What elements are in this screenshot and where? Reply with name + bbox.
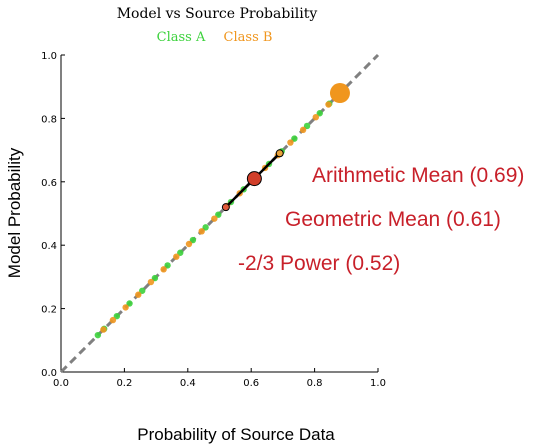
data-point — [185, 240, 193, 248]
data-point — [211, 215, 218, 222]
data-point — [109, 316, 117, 324]
mean-marker — [221, 203, 230, 212]
data-point — [164, 262, 171, 269]
y-tick-label: 0.0 — [41, 368, 57, 379]
data-point — [202, 224, 209, 231]
x-tick-label: 0.4 — [180, 378, 196, 389]
data-point — [147, 278, 155, 286]
data-point — [100, 326, 107, 333]
plot-frame — [60, 55, 378, 373]
data-point — [177, 249, 184, 256]
annotation-arithmetic-mean: Arithmetic Mean (0.69) — [312, 164, 524, 187]
data-point — [189, 236, 197, 244]
y-axis-label: Model Probability — [5, 147, 24, 278]
x-tick-label: 0.6 — [243, 378, 259, 389]
x-tick-label: 0.0 — [53, 378, 69, 389]
y-tick-label: 0.4 — [41, 241, 57, 252]
data-point — [113, 312, 121, 320]
data-point — [126, 300, 133, 307]
data-point — [198, 228, 205, 235]
data-point — [135, 291, 142, 298]
x-tick-label: 0.2 — [116, 378, 132, 389]
data-point — [312, 114, 319, 121]
data-point — [122, 304, 129, 311]
data-point — [160, 266, 167, 273]
mean-layer — [221, 149, 284, 212]
y-tick-label: 0.6 — [41, 178, 57, 189]
annotation-geometric-mean: Geometric Mean (0.61) — [285, 208, 501, 231]
data-point — [215, 211, 222, 218]
x-tick-label: 0.8 — [307, 378, 323, 389]
data-point — [139, 287, 146, 294]
x-tick-label: 1.0 — [370, 378, 386, 389]
legend-entry-class-a: Class A — [157, 30, 206, 45]
data-point — [151, 274, 159, 282]
y-tick-label: 0.2 — [41, 305, 57, 316]
data-point — [94, 331, 102, 339]
chart-title: Model vs Source Probability — [117, 6, 318, 22]
axis-ticks: 0.0 0.2 0.4 0.6 0.8 1.0 0.0 0.2 0.4 0.6 0.8 1.0 — [41, 51, 386, 389]
mean-marker — [275, 149, 284, 158]
data-point — [325, 101, 332, 108]
data-point — [303, 122, 311, 130]
y-tick-label: 0.8 — [41, 114, 57, 125]
large-endpoint-marker — [329, 83, 350, 104]
mean-marker — [246, 171, 262, 187]
data-point — [287, 139, 294, 146]
x-axis-label: Probability of Source Data — [137, 425, 335, 444]
data-point — [316, 110, 323, 117]
legend-entry-class-b: Class B — [224, 30, 273, 45]
data-point — [291, 135, 298, 142]
data-point — [299, 126, 307, 134]
data-point — [173, 253, 180, 260]
annotation-power-mean: -2/3 Power (0.52) — [238, 252, 400, 275]
y-tick-label: 1.0 — [41, 51, 57, 62]
